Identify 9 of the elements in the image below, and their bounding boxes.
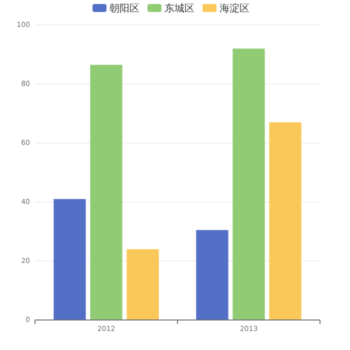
bar: [90, 64, 122, 320]
bar: [54, 199, 86, 320]
legend-label: 海淀区: [220, 2, 250, 14]
legend-label: 东城区: [164, 2, 194, 14]
legend-label: 朝阳区: [110, 2, 140, 14]
bar: [196, 230, 228, 320]
bar: [232, 48, 265, 320]
bar: [269, 122, 302, 320]
bar: [126, 249, 159, 320]
